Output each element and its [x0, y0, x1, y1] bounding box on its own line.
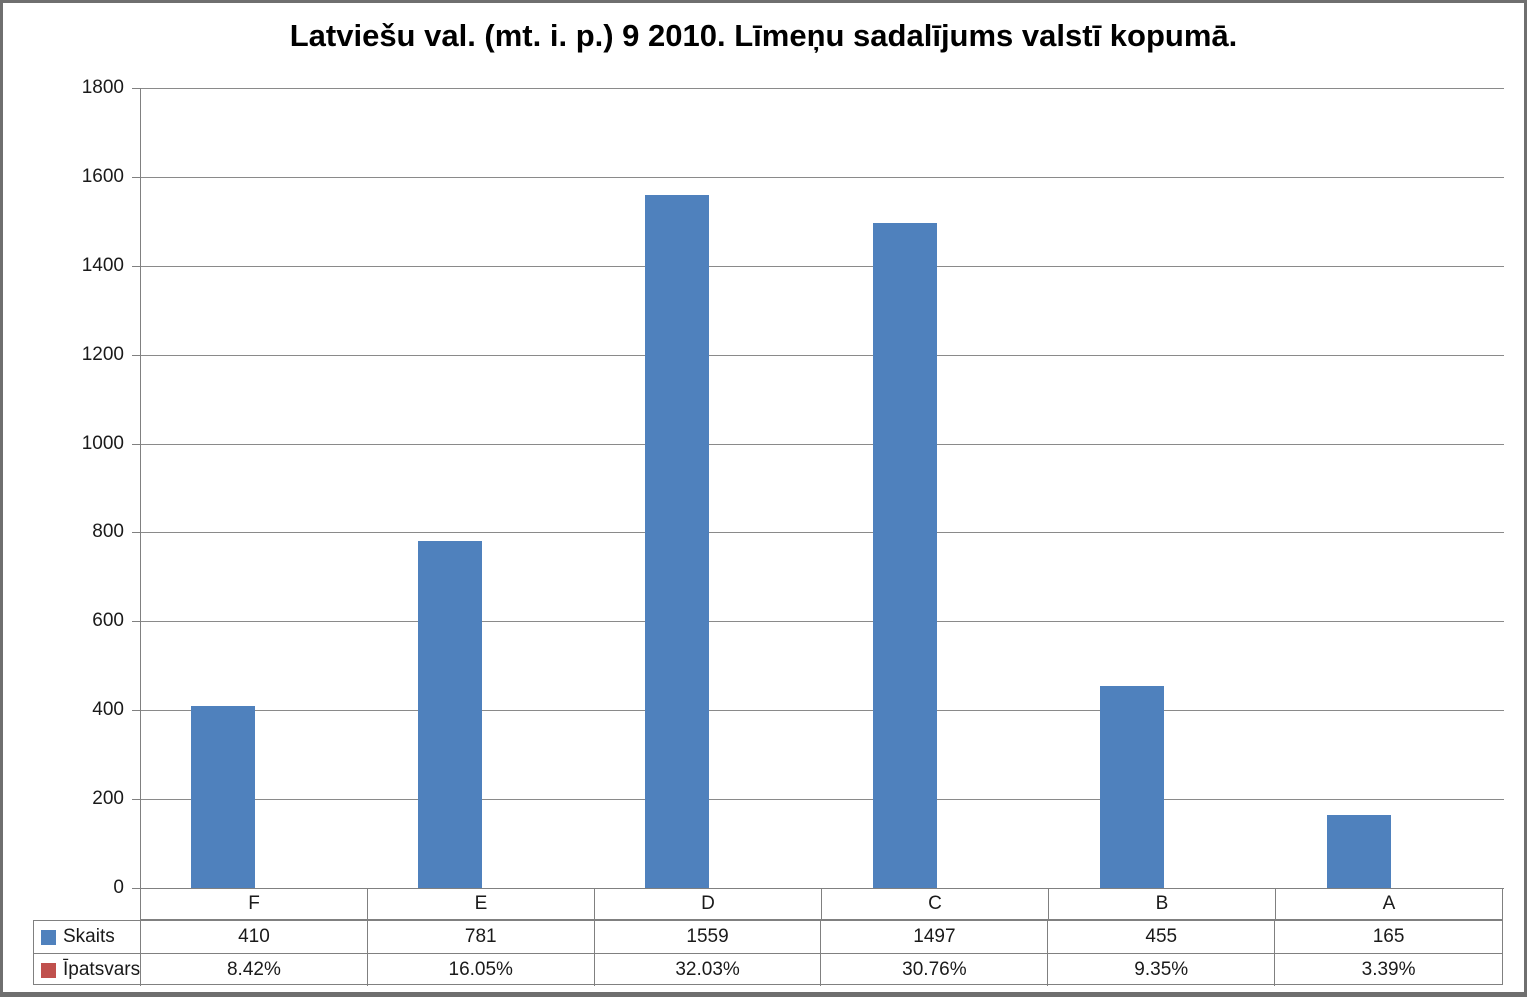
value-cell: 410: [141, 921, 368, 953]
y-axis-tick: [132, 710, 141, 711]
chart-title: Latviešu val. (mt. i. p.) 9 2010. Līmeņu…: [289, 18, 1238, 53]
value-cell: 32.03%: [595, 954, 822, 986]
bar-E: [418, 540, 482, 888]
y-axis-tick-label: 0: [113, 877, 124, 898]
bar-F: [191, 705, 255, 888]
bar-D: [645, 195, 709, 888]
gridline: [141, 88, 1504, 89]
y-axis-tick: [132, 888, 141, 889]
category-cell: E: [368, 889, 595, 919]
gridline: [141, 532, 1504, 533]
series-label: Skaits: [63, 926, 115, 947]
value-cell: 3.39%: [1361, 959, 1416, 980]
y-axis-tick: [132, 532, 141, 533]
bar-A: [1327, 814, 1391, 888]
y-axis-tick: [132, 799, 141, 800]
y-axis-tick-label: 1400: [81, 255, 124, 276]
value-cell: 1559: [595, 921, 822, 953]
value-cell: 781: [368, 921, 595, 953]
gridline: [141, 710, 1504, 711]
value-cell: 8.42%: [141, 954, 368, 986]
y-axis-tick-label: 1200: [81, 344, 124, 365]
category-cell: F: [141, 889, 368, 919]
y-axis-tick-label: 400: [92, 699, 124, 720]
gridline: [141, 799, 1504, 800]
gridline: [141, 444, 1504, 445]
value-cell: 16.05%: [368, 954, 595, 986]
y-axis-tick: [132, 177, 141, 178]
y-axis-tick: [132, 88, 141, 89]
y-axis-tick-label: 1600: [81, 166, 124, 187]
table-row-skaits: Skaits 410 781 1559 1497 455 165: [34, 921, 1502, 954]
bar-B: [1100, 685, 1164, 888]
gridline: [141, 621, 1504, 622]
gridline: [141, 266, 1504, 267]
category-cell: C: [822, 889, 1049, 919]
category-cell: D: [595, 889, 822, 919]
category-axis-row: F E D C B A: [140, 889, 1503, 920]
series-label: Īpatsvars: [63, 959, 141, 980]
y-axis-tick: [132, 444, 141, 445]
legend-cell-skaits: Skaits: [34, 921, 141, 953]
skaits-legend-swatch: [41, 929, 56, 945]
y-axis-tick: [132, 621, 141, 622]
category-cell: B: [1049, 889, 1276, 919]
table-row-ipatsvars: Īpatsvars 8.42% 16.05% 32.03% 30.76% 9.3…: [34, 954, 1502, 986]
y-axis-tick-label: 1000: [81, 433, 124, 454]
category-cell: A: [1276, 889, 1503, 919]
data-table: Skaits 410 781 1559 1497 455 165 Īpatsva…: [33, 920, 1503, 986]
value-cell: 30.76%: [821, 954, 1049, 986]
y-axis-tick-label: 600: [92, 610, 124, 631]
value-cell: 1497: [821, 921, 1049, 953]
value-cell: 165: [1372, 926, 1405, 947]
value-cell: 455: [1048, 921, 1276, 953]
y-axis-tick-label: 1800: [81, 77, 124, 98]
plot-area: [140, 88, 1504, 889]
y-axis-tick: [132, 266, 141, 267]
ipatsvars-legend-swatch: [41, 962, 56, 978]
bar-C: [873, 222, 937, 888]
y-axis-tick-label: 200: [92, 788, 124, 809]
y-axis-tick-label: 800: [92, 521, 124, 542]
legend-cell-ipatsvars: Īpatsvars: [34, 954, 141, 986]
y-axis-tick: [132, 355, 141, 356]
gridline: [141, 177, 1504, 178]
value-cell: 9.35%: [1048, 954, 1276, 986]
gridline: [141, 355, 1504, 356]
